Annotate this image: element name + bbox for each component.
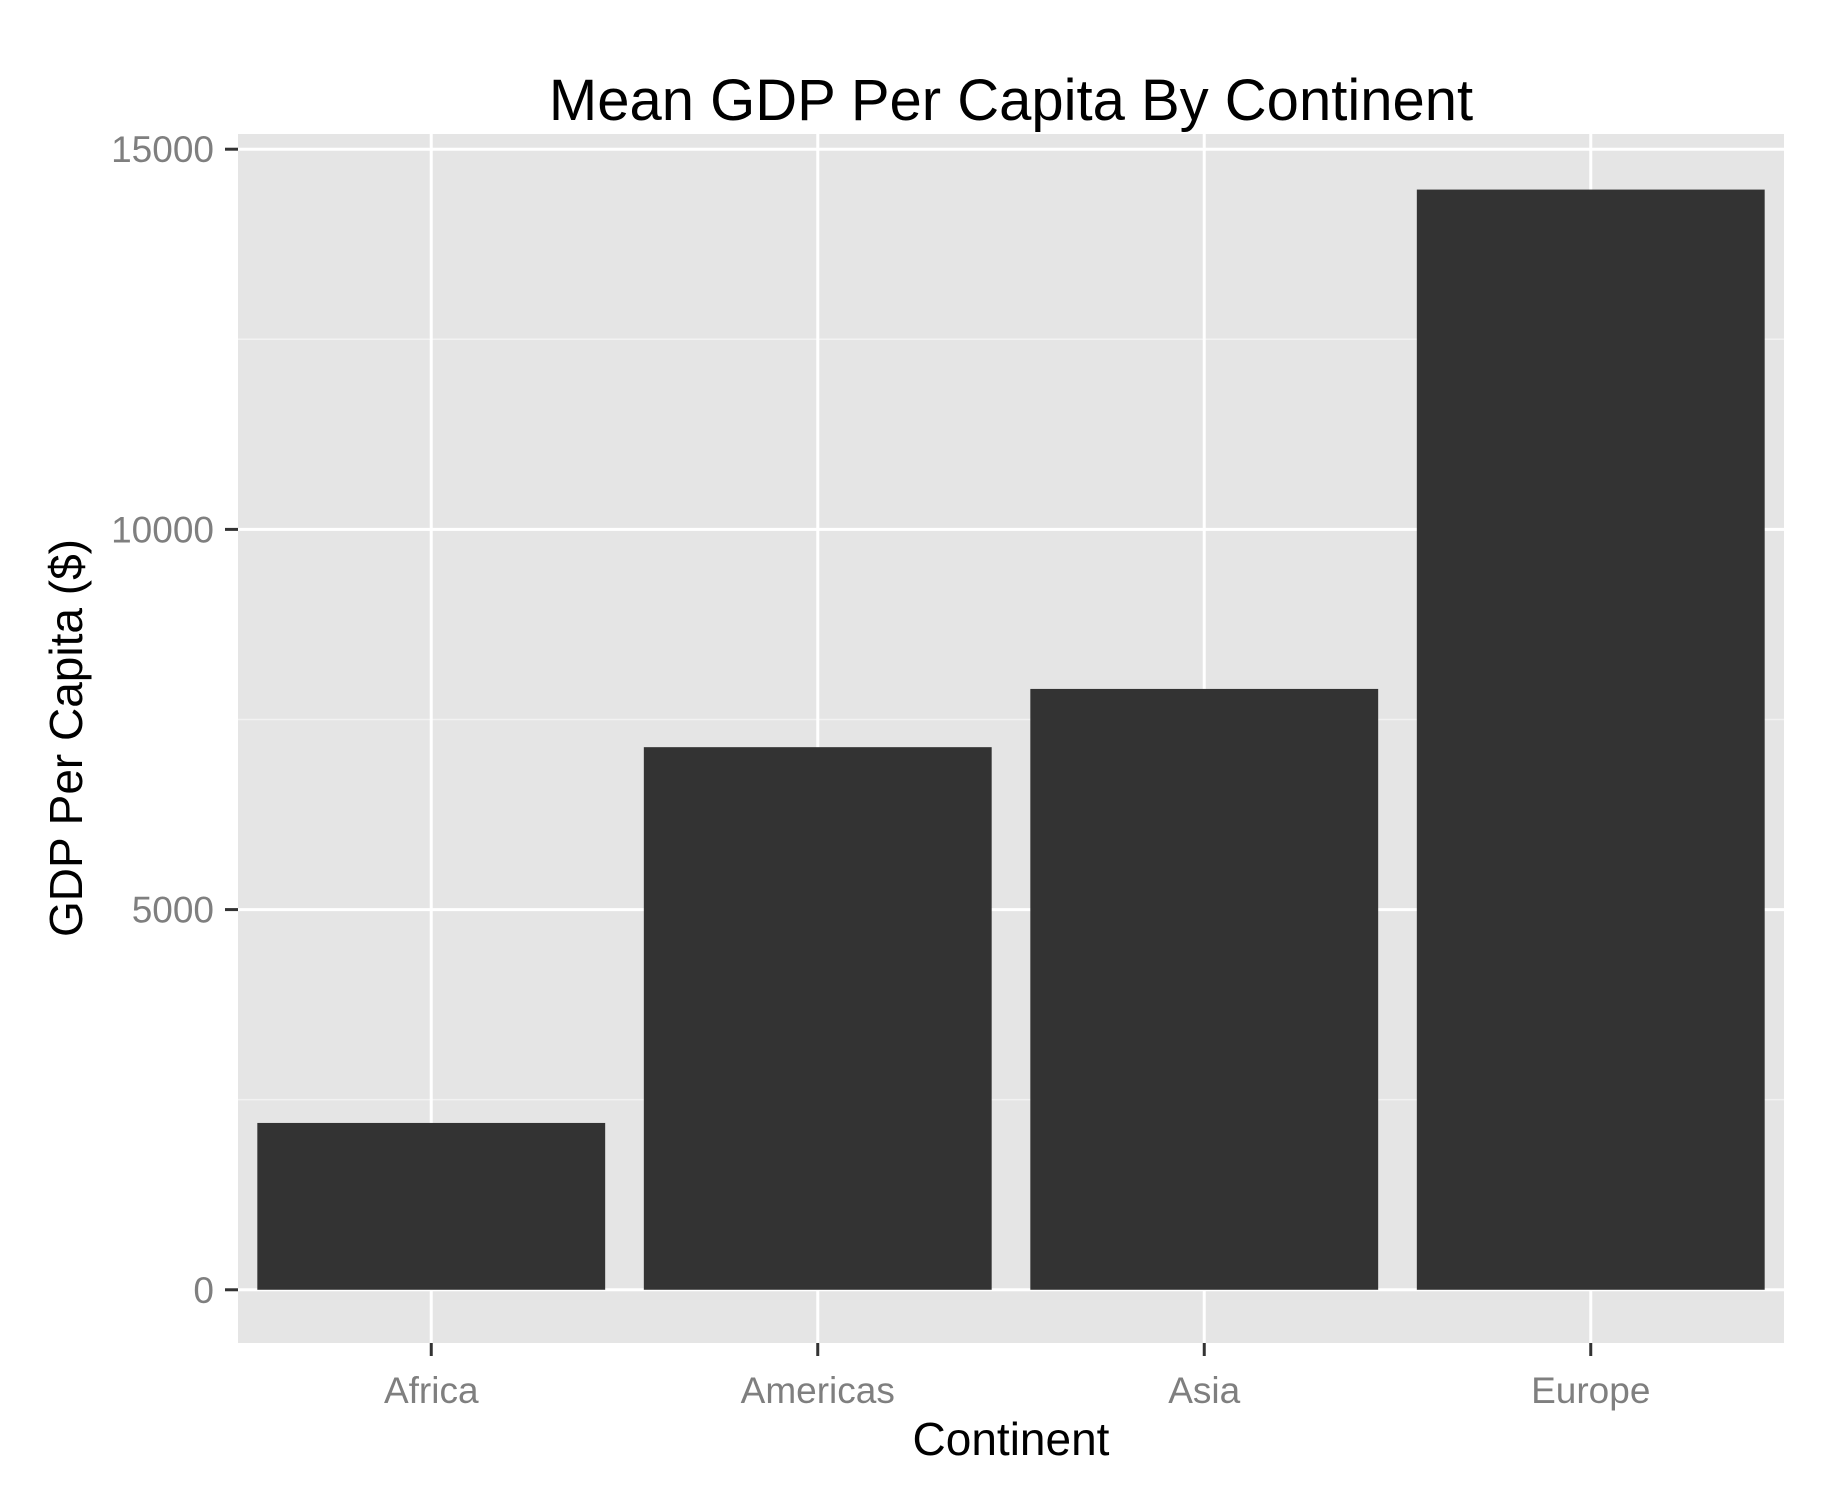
x-tick-label: Asia	[1168, 1370, 1240, 1411]
y-axis-title: GDP Per Capita ($)	[40, 539, 92, 937]
bar-africa	[257, 1122, 606, 1290]
x-tick-label: Europe	[1531, 1370, 1650, 1411]
x-axis-title: Continent	[913, 1413, 1110, 1465]
bar-europe	[1416, 189, 1765, 1290]
y-tick-label: 15000	[111, 129, 214, 170]
chart-title: Mean GDP Per Capita By Continent	[549, 68, 1473, 133]
bar-asia	[1030, 688, 1379, 1290]
bar-americas	[643, 747, 992, 1290]
y-tick-label: 10000	[111, 509, 214, 550]
x-axis: Africa Americas Asia Europe	[384, 1343, 1650, 1411]
y-tick-label: 5000	[132, 890, 214, 931]
x-tick-label: Americas	[741, 1370, 895, 1411]
y-axis: 0 5000 10000 15000	[111, 129, 238, 1311]
x-tick-label: Africa	[384, 1370, 479, 1411]
y-tick-label: 0	[193, 1270, 214, 1311]
bars	[257, 189, 1765, 1290]
